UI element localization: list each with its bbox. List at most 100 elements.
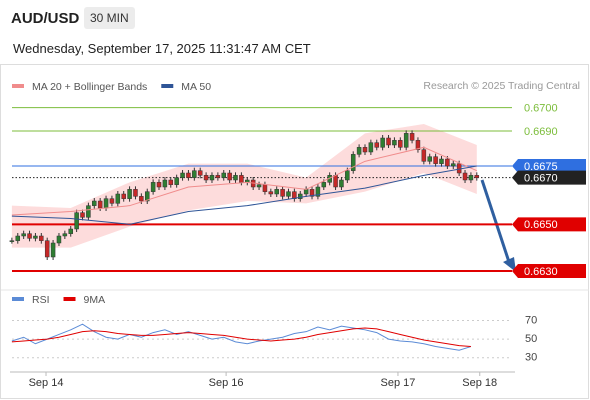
candle: [115, 193, 121, 204]
candle: [439, 158, 444, 164]
level-label: 0.6700: [524, 103, 558, 115]
ma50-line: [11, 165, 477, 225]
candle: [186, 172, 191, 178]
candle: [209, 175, 215, 181]
candle: [333, 175, 338, 188]
candle: [68, 228, 73, 234]
level-label: 0.6630: [524, 266, 558, 278]
candle: [427, 156, 432, 162]
candle: [468, 175, 474, 181]
candle: [192, 170, 197, 178]
candle: [368, 142, 374, 153]
candle: [409, 133, 415, 141]
candle: [197, 170, 203, 176]
candle: [80, 212, 85, 218]
candle: [92, 200, 97, 206]
candle: [156, 182, 162, 188]
candle: [239, 175, 244, 183]
timestamp: Wednesday, September 17, 2025 11:31:47 A…: [13, 41, 311, 56]
candle: [174, 177, 179, 185]
candle: [121, 193, 126, 199]
candle: [474, 175, 480, 178]
candle: [221, 172, 226, 178]
projection-arrow-head: [503, 257, 516, 272]
candle: [433, 156, 438, 164]
candle: [162, 179, 168, 188]
candle: [168, 179, 174, 185]
x-tick-label: Sep 16: [209, 377, 244, 389]
candle: [256, 184, 262, 188]
header: AUD/USD 30 MIN: [0, 0, 590, 36]
candle: [274, 189, 279, 195]
level-label-box: [512, 264, 586, 278]
frame: [0, 64, 589, 399]
legend-swatch: [161, 84, 174, 88]
candle: [268, 191, 274, 195]
candle: [139, 196, 144, 202]
candle: [386, 137, 391, 146]
legend-label: RSI: [32, 294, 50, 306]
rsi-line: [11, 323, 472, 351]
candle: [374, 142, 380, 148]
projection-arrow: [480, 179, 511, 263]
candle: [74, 212, 79, 230]
ma20-line: [11, 146, 478, 216]
candle: [451, 163, 456, 167]
level-label: 0.6690: [524, 126, 558, 138]
candle: [380, 137, 385, 148]
candle: [109, 198, 115, 204]
candle: [415, 140, 421, 150]
candle: [180, 172, 185, 178]
candle: [298, 193, 303, 199]
candle: [398, 140, 403, 148]
y-tick-label: 30: [525, 352, 537, 364]
candle: [356, 147, 362, 155]
legend-label: 9MA: [84, 294, 106, 306]
legend-swatch: [12, 297, 24, 301]
candle: [339, 179, 344, 188]
candle: [39, 235, 44, 241]
candle: [21, 233, 26, 237]
y-tick-label: 50: [525, 333, 537, 345]
candle: [9, 240, 15, 242]
x-tick-label: Sep 14: [29, 377, 64, 389]
symbol: AUD/USD: [11, 10, 80, 27]
candle: [345, 170, 350, 181]
candle: [56, 235, 62, 244]
level-label-box: [512, 217, 586, 232]
candle: [403, 133, 409, 148]
x-tick-label: Sep 18: [462, 377, 497, 389]
candle: [203, 175, 209, 181]
candle: [62, 233, 68, 237]
candle: [133, 189, 138, 197]
level-label-box: [512, 170, 586, 185]
candle: [321, 182, 327, 188]
candle: [309, 189, 315, 197]
candle: [303, 189, 309, 195]
level-label: 0.6675: [524, 161, 558, 173]
legend-swatch: [63, 297, 76, 301]
level-label: 0.6670: [524, 173, 558, 185]
candle: [97, 200, 103, 209]
source: Research © 2025 Trading Central: [423, 80, 580, 92]
legend-label: MA 20 + Bollinger Bands: [32, 81, 147, 93]
candle: [103, 198, 109, 209]
candle: [362, 147, 368, 153]
candle: [350, 154, 356, 171]
candle: [215, 175, 221, 178]
rsi-ma-line: [11, 327, 471, 348]
candle: [86, 205, 91, 218]
candle: [280, 189, 285, 197]
candle: [27, 233, 32, 239]
timeframe[interactable]: 30 MIN: [84, 7, 135, 29]
candle: [227, 172, 232, 181]
y-tick-label: 70: [525, 314, 537, 326]
level-label: 0.6650: [524, 219, 558, 231]
candle: [33, 235, 38, 239]
candle: [233, 175, 238, 181]
candle: [456, 163, 462, 174]
candle: [150, 182, 156, 192]
candle: [262, 184, 268, 192]
legend-swatch: [12, 84, 24, 88]
